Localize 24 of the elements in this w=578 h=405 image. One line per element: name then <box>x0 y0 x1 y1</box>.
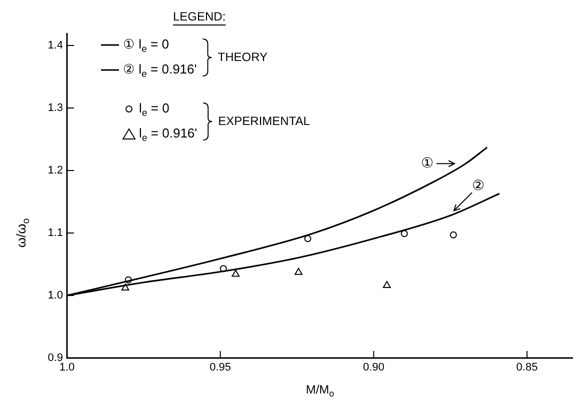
y-tick-label: 1.2 <box>48 164 63 177</box>
x-tick-label: 0.85 <box>516 362 538 374</box>
point <box>232 270 240 277</box>
x-tick-label: 0.95 <box>210 362 232 374</box>
legend-title: LEGEND: <box>173 9 226 24</box>
annotation: ② <box>472 177 485 194</box>
y-tick-label: 1.3 <box>48 102 63 114</box>
y-tick-label: 1.4 <box>48 40 63 52</box>
point <box>382 281 391 288</box>
y-axis-title: ω/ωo <box>14 218 32 248</box>
annotation: EXPERIMENTAL <box>218 114 310 128</box>
point <box>124 276 132 284</box>
point <box>400 230 408 238</box>
point <box>294 268 302 275</box>
point <box>121 284 130 290</box>
x-tick-label: 0.90 <box>362 362 384 374</box>
annotation: THEORY <box>218 50 268 64</box>
y-tick-label: 1.0 <box>48 290 63 302</box>
point <box>450 231 457 238</box>
point <box>304 235 312 242</box>
x-tick-label: 1.0 <box>59 362 75 374</box>
point <box>220 265 227 272</box>
annotation: ① <box>421 154 434 170</box>
y-tick-label: 1.1 <box>48 227 63 240</box>
